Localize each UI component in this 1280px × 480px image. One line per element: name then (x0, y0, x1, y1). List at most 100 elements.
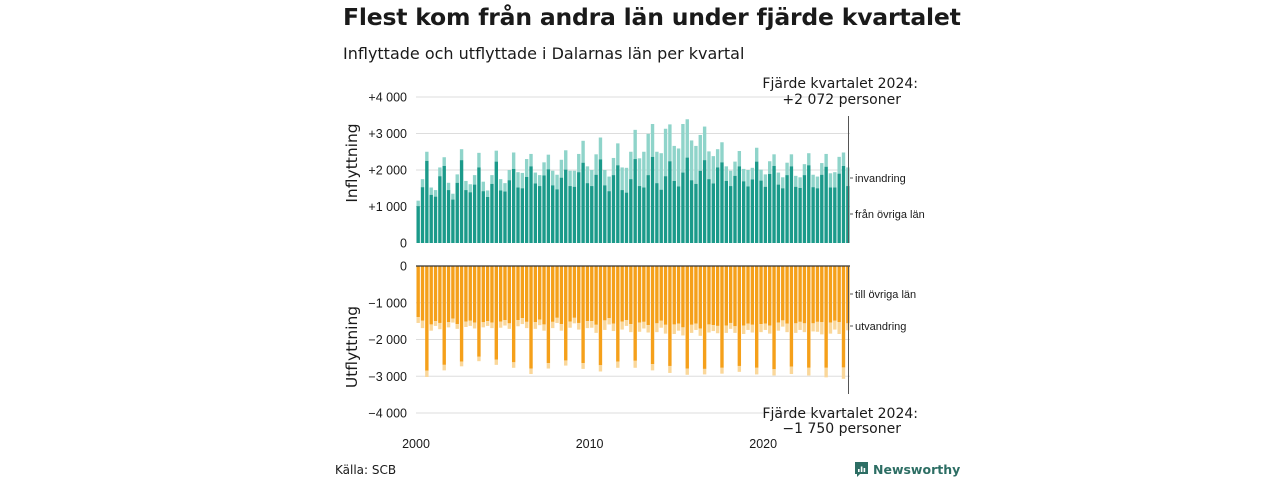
bar-utvandring-72 (728, 322, 733, 329)
bar-invandring-20 (503, 183, 507, 192)
legend-fran-ovriga-lan: från övriga län (855, 209, 925, 221)
bar-utvandring-42 (598, 365, 603, 372)
bar-fran-ovriga-lan-17 (490, 183, 494, 243)
bar-utvandring-84 (781, 320, 785, 327)
bar-till-ovriga-lan-75 (741, 266, 746, 326)
bar-fran-ovriga-lan-91 (811, 187, 815, 243)
bar-till-ovriga-lan-67 (707, 266, 711, 325)
xtick-2000: 2000 (402, 437, 430, 451)
bar-utvandring-68 (711, 325, 715, 332)
annotation-bottom-line1: Fjärde kvartalet 2024: (762, 406, 918, 422)
bar-fran-ovriga-lan-32 (555, 189, 559, 243)
bar-utvandring-30 (546, 363, 551, 369)
bar-invandring-59 (672, 145, 676, 181)
bar-till-ovriga-lan-69 (715, 266, 720, 326)
bar-invandring-82 (772, 154, 776, 166)
bar-till-ovriga-lan-83 (776, 266, 781, 323)
bar-utvandring-86 (789, 366, 794, 375)
bar-fran-ovriga-lan-15 (481, 191, 485, 243)
bar-utvandring-80 (763, 323, 768, 330)
bar-utvandring-75 (741, 325, 746, 334)
bar-utvandring-34 (564, 360, 568, 366)
bar-till-ovriga-lan-43 (603, 266, 607, 321)
bar-invandring-52 (642, 151, 646, 188)
bar-invandring-68 (711, 156, 715, 184)
bar-utvandring-25 (524, 321, 529, 329)
legend-till-ovriga-lan: till övriga län (855, 289, 916, 301)
bar-fran-ovriga-lan-94 (824, 166, 828, 243)
bar-utvandring-53 (646, 325, 650, 333)
bar-fran-ovriga-lan-19 (498, 190, 503, 243)
bar-till-ovriga-lan-47 (620, 266, 624, 322)
bar-fran-ovriga-lan-61 (681, 172, 685, 243)
bar-fran-ovriga-lan-81 (768, 174, 772, 243)
bar-fran-ovriga-lan-5 (438, 176, 442, 243)
brand-logo[interactable]: Newsworthy (854, 461, 960, 478)
bar-utvandring-55 (655, 323, 659, 333)
bar-invandring-25 (524, 159, 529, 177)
bar-utvandring-16 (485, 321, 490, 326)
bar-invandring-17 (490, 175, 494, 184)
bar-utvandring-38 (581, 363, 585, 369)
bar-utvandring-73 (733, 326, 737, 333)
annotation-bottom-line2: −1 750 personer (782, 421, 901, 437)
bar-fran-ovriga-lan-68 (711, 183, 715, 243)
bar-invandring-23 (516, 172, 520, 188)
bar-fran-ovriga-lan-66 (702, 160, 707, 243)
bar-utvandring-1 (420, 320, 425, 329)
ytick-out-3: −3 000 (368, 370, 407, 384)
bar-utvandring-99 (846, 323, 850, 331)
bar-fran-ovriga-lan-72 (728, 186, 733, 243)
bar-till-ovriga-lan-17 (490, 266, 494, 323)
bar-till-ovriga-lan-6 (442, 266, 446, 365)
bar-invandring-89 (802, 164, 807, 176)
bar-invandring-7 (446, 182, 451, 191)
bar-utvandring-0 (416, 317, 420, 323)
bar-fran-ovriga-lan-92 (815, 188, 820, 243)
bar-till-ovriga-lan-29 (542, 266, 546, 325)
bar-invandring-60 (676, 148, 681, 187)
bar-fran-ovriga-lan-16 (485, 197, 490, 243)
bar-invandring-39 (585, 166, 590, 184)
bar-fran-ovriga-lan-24 (520, 188, 525, 243)
bar-invandring-44 (607, 176, 611, 192)
bar-fran-ovriga-lan-64 (694, 183, 698, 243)
bar-utvandring-24 (520, 318, 525, 325)
bar-fran-ovriga-lan-10 (459, 160, 464, 243)
ytick-out-0: 0 (400, 260, 407, 274)
bar-fran-ovriga-lan-23 (516, 187, 520, 243)
bar-fran-ovriga-lan-57 (663, 176, 668, 243)
bar-invandring-57 (663, 128, 668, 177)
bar-invandring-62 (685, 119, 689, 158)
bar-fran-ovriga-lan-39 (585, 183, 590, 243)
bar-invandring-81 (768, 161, 772, 175)
bar-utvandring-92 (815, 321, 820, 332)
bar-utvandring-29 (542, 324, 546, 331)
bar-utvandring-18 (494, 359, 498, 365)
bar-till-ovriga-lan-9 (455, 266, 459, 325)
bar-invandring-29 (542, 162, 546, 176)
bar-till-ovriga-lan-90 (807, 266, 811, 368)
bar-till-ovriga-lan-52 (642, 266, 646, 322)
bar-invandring-65 (698, 134, 702, 171)
bar-invandring-98 (841, 152, 846, 166)
bar-utvandring-3 (429, 324, 433, 331)
bar-till-ovriga-lan-99 (846, 266, 850, 324)
bar-utvandring-51 (637, 322, 642, 332)
bar-till-ovriga-lan-24 (520, 266, 525, 319)
bar-fran-ovriga-lan-21 (507, 180, 512, 243)
bar-utvandring-37 (577, 322, 581, 330)
bar-invandring-91 (811, 174, 815, 188)
bar-till-ovriga-lan-36 (572, 266, 577, 318)
bar-fran-ovriga-lan-99 (846, 186, 850, 243)
bar-invandring-32 (555, 174, 559, 190)
bar-utvandring-12 (468, 320, 472, 326)
bar-utvandring-58 (668, 365, 672, 373)
bar-invandring-24 (520, 172, 525, 189)
bar-utvandring-85 (785, 323, 789, 333)
bar-utvandring-19 (498, 321, 503, 328)
bar-invandring-64 (694, 145, 698, 184)
bar-invandring-83 (776, 172, 781, 185)
bar-till-ovriga-lan-4 (433, 266, 438, 322)
bar-till-ovriga-lan-51 (637, 266, 642, 323)
